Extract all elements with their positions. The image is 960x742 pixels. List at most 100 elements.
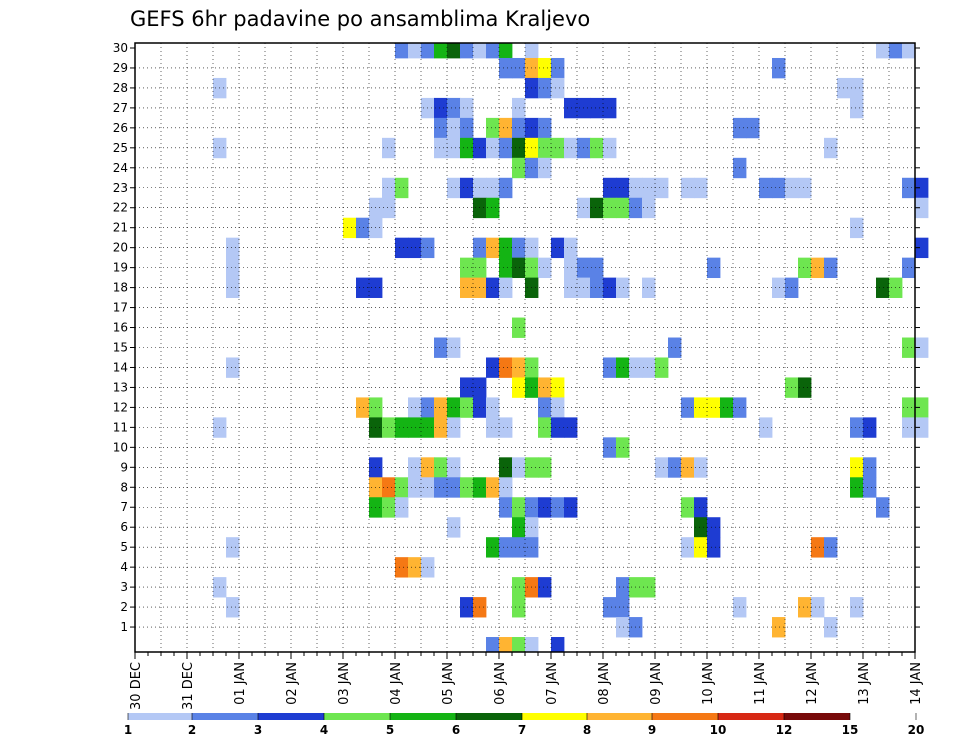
data-cell (499, 137, 513, 159)
data-cell (395, 497, 409, 518)
data-cell (590, 197, 604, 219)
colorbar-swatch (456, 713, 522, 720)
data-cell (564, 237, 578, 259)
data-cell (512, 137, 526, 159)
data-cell (538, 257, 552, 279)
colorbar-label: 7 (518, 723, 526, 737)
data-cell (915, 237, 929, 259)
data-cell (694, 497, 708, 518)
colorbar-swatch (718, 713, 784, 720)
data-cell (434, 337, 448, 358)
data-cell (434, 97, 448, 119)
y-tick-label: 25 (113, 141, 128, 155)
data-cell (694, 537, 708, 558)
chart-title: GEFS 6hr padavine po ansamblima Kraljevo (130, 7, 590, 31)
x-axis: 30 DEC 31 DEC 01 JAN 02 JAN 03 JAN 04 JAN 05 J… (129, 652, 924, 710)
data-cell (902, 337, 916, 358)
data-cell (551, 377, 565, 398)
data-cell (486, 277, 500, 298)
data-cell (512, 117, 526, 139)
x-tick-label: 08 JAN (597, 662, 612, 705)
y-tick-label: 12 (113, 400, 128, 414)
data-cell (226, 237, 240, 259)
data-cell (863, 457, 877, 478)
data-cell (642, 357, 656, 378)
y-tick-label: 1 (120, 620, 128, 634)
x-tick-label: 30 DEC (129, 662, 144, 710)
data-cell (863, 477, 877, 498)
data-cell (694, 517, 708, 538)
data-cell (850, 417, 864, 438)
data-cell (707, 257, 721, 279)
data-cell (395, 237, 409, 259)
data-cell (538, 57, 552, 79)
data-cell (824, 537, 838, 558)
data-cell (902, 177, 916, 199)
y-tick-label: 23 (113, 181, 128, 195)
data-cell (447, 117, 461, 139)
colorbar-swatch (587, 713, 652, 720)
data-cell (486, 237, 500, 259)
data-cell (603, 277, 617, 298)
y-tick-label: 10 (113, 440, 128, 454)
data-cell (889, 43, 903, 59)
data-cell (538, 77, 552, 99)
data-cell (915, 397, 929, 418)
data-cell (434, 457, 448, 478)
data-cell (486, 397, 500, 418)
data-cell (616, 437, 630, 458)
data-cell (447, 337, 461, 358)
data-cell (499, 43, 513, 59)
data-cell (811, 597, 825, 618)
data-cell (655, 177, 669, 199)
data-cell (499, 177, 513, 199)
data-cell (759, 417, 773, 438)
data-cell (590, 137, 604, 159)
data-cell (642, 277, 656, 298)
data-cell (876, 43, 890, 59)
data-cell (499, 277, 513, 298)
y-tick-label: 14 (113, 360, 128, 374)
data-cell (811, 537, 825, 558)
data-cell (512, 537, 526, 558)
data-cell (798, 177, 812, 199)
data-cell (447, 43, 461, 59)
data-cell (551, 397, 565, 418)
y-tick-label: 29 (113, 61, 128, 75)
colorbar-label: 15 (842, 723, 859, 737)
data-cell (850, 77, 864, 99)
data-cell (603, 437, 617, 458)
x-tick-label: 07 JAN (545, 662, 560, 705)
data-cell (538, 377, 552, 398)
data-cell (473, 43, 487, 59)
data-cell (525, 43, 539, 59)
data-cell (551, 497, 565, 518)
data-cell (538, 397, 552, 418)
data-cell (824, 257, 838, 279)
data-cell (642, 197, 656, 219)
data-cell (382, 137, 396, 159)
data-cell (915, 197, 929, 219)
data-cell (447, 137, 461, 159)
data-cell (798, 257, 812, 279)
data-cell (694, 177, 708, 199)
data-cell (512, 517, 526, 538)
data-cell (447, 397, 461, 418)
data-cell (512, 457, 526, 478)
data-cell (226, 257, 240, 279)
data-cell (616, 277, 630, 298)
data-cell (486, 537, 500, 558)
data-cell (551, 137, 565, 159)
data-cell (538, 157, 552, 179)
data-cell (512, 637, 526, 653)
y-tick-label: 6 (120, 520, 128, 534)
data-cell (499, 457, 513, 478)
data-cell (356, 277, 370, 298)
data-cell (499, 537, 513, 558)
y-tick-label: 4 (120, 560, 128, 574)
y-tick-label: 11 (113, 420, 128, 434)
data-cell (343, 217, 357, 239)
data-cell (824, 137, 838, 159)
x-tick-label: 05 JAN (441, 662, 456, 705)
